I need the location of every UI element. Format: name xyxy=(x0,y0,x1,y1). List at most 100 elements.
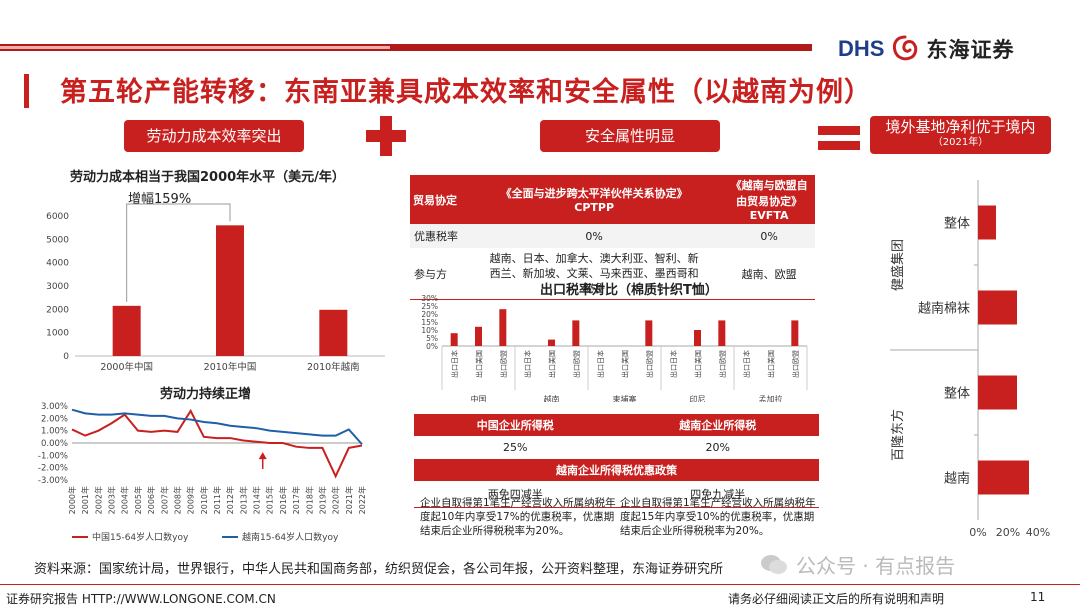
y-tick-label: 25% xyxy=(421,302,438,311)
x-tick-label: 出口日本 xyxy=(742,350,751,378)
x-tick-label: 出口欧盟 xyxy=(572,350,581,378)
y-tick-label: 0% xyxy=(426,342,438,351)
bar xyxy=(791,320,799,346)
cptpp-members: 越南、日本、加拿大、澳大利亚、智利、新西兰、新加坡、文莱、马来西亚、墨西哥和秘鲁 xyxy=(489,252,699,295)
evfta-members: 越南、欧盟 xyxy=(741,267,797,281)
x-tick-label: 2000年中国 xyxy=(100,361,153,373)
group-label: 百隆东方 xyxy=(890,409,906,461)
bar xyxy=(718,320,726,346)
source-note: 资料来源：国家统计局，世界银行，中华人民共和国商务部，纺织贸促会，各公司年报，公… xyxy=(34,562,724,577)
series-line xyxy=(71,408,363,445)
members-label: 参与方 xyxy=(414,267,447,281)
trade-evfta-header: 《越南与欧盟自由贸易协定》 EVFTA xyxy=(723,175,815,224)
category-label: 整体 xyxy=(944,217,970,232)
trade-table: 贸易协定 《全面与进步跨太平洋伙伴关系协定》 CPTPP 《越南与欧盟自由贸易协… xyxy=(410,175,815,300)
y-tick-label: 3.00% xyxy=(41,402,68,412)
cit-vietnam-header: 越南企业所得税 xyxy=(679,419,757,432)
y-tick-label: 2.00% xyxy=(41,414,68,424)
plus-icon xyxy=(366,116,406,156)
evfta-abbr: EVFTA xyxy=(749,209,789,222)
footer-right: 请务必仔细阅读正文后的所有说明和声明 xyxy=(728,592,945,606)
y-tick-label: 5% xyxy=(426,334,438,343)
cit-table: 中国企业所得税 越南企业所得税 25% 20% 越南企业所得税优惠政策 两免四减… xyxy=(414,414,819,508)
tariff-label: 优惠税率 xyxy=(414,230,458,243)
labor-cost-chart: 0 1000 2000 3000 4000 5000 6000 2000年中国 2010年中国 2… xyxy=(46,203,385,373)
x-tick-label: 出口美国 xyxy=(621,350,630,378)
x-tick-label: 2021年 xyxy=(344,486,354,514)
cit-china-header: 中国企业所得税 xyxy=(476,419,554,432)
legend-label: 越南15-64岁人口数yoy xyxy=(242,531,339,543)
x-tick-label: 2003年 xyxy=(107,486,117,514)
cit-policy-header-row: 越南企业所得税优惠政策 xyxy=(414,459,819,481)
bar xyxy=(475,326,482,346)
bar xyxy=(112,305,141,356)
bar xyxy=(572,320,580,346)
cptpp-abbr: CPTPP xyxy=(574,201,615,214)
arrow-head xyxy=(258,452,267,460)
pill-net-profit-year: （2021年） xyxy=(932,137,989,148)
group-label: 孟加拉 xyxy=(759,394,783,402)
logo-text: DHS xyxy=(838,36,885,61)
x-tick-label: 2007年 xyxy=(159,486,169,514)
y-tick-label: -3.00% xyxy=(38,476,68,486)
cit-policy-header: 越南企业所得税优惠政策 xyxy=(556,464,677,477)
page-title: 第五轮产能转移：东南亚兼具成本效率和安全属性（以越南为例） xyxy=(60,77,872,108)
cptpp-tariff: 0% xyxy=(585,229,603,243)
x-tick-label: 2009年 xyxy=(186,486,196,514)
increase-annotation: 增幅159% xyxy=(128,192,192,207)
watermark: 公众号 · 有点报告 xyxy=(760,550,955,579)
y-tick-label: 30% xyxy=(421,294,438,303)
series-line xyxy=(71,408,363,479)
x-tick-label: 2008年 xyxy=(172,486,182,514)
x-tick-label: 2005年 xyxy=(133,486,143,514)
cit-value-row: 25% 20% xyxy=(414,436,819,459)
trade-header-row: 贸易协定 《全面与进步跨太平洋伙伴关系协定》 CPTPP 《越南与欧盟自由贸易协… xyxy=(410,175,815,224)
bar xyxy=(450,333,458,346)
trade-tariff-row: 优惠税率 0% 0% xyxy=(410,224,815,248)
x-tick-label: 2010年越南 xyxy=(307,361,360,373)
group-label: 越南 xyxy=(544,394,560,402)
legend-label: 中国15-64岁人口数yoy xyxy=(92,531,189,543)
x-tick-label: 2010年中国 xyxy=(204,361,257,373)
x-tick-label: 2022年 xyxy=(357,486,367,514)
page-number: 11 xyxy=(1030,590,1046,604)
cptpp-name: 《全面与进步跨太平洋伙伴关系协定》 xyxy=(500,187,688,200)
wechat-icon xyxy=(761,554,787,574)
y-tick-label: 4000 xyxy=(46,259,69,269)
x-tick-label: 2013年 xyxy=(238,486,248,514)
y-tick-label: -2.00% xyxy=(38,464,68,474)
trade-members-row: 参与方 越南、日本、加拿大、澳大利亚、智利、新西兰、新加坡、文莱、马来西亚、墨西… xyxy=(410,248,815,300)
footer-left[interactable]: 证券研究报告 HTTP://WWW.LONGONE.COM.CN xyxy=(6,592,276,606)
x-tick-label: 出口美国 xyxy=(548,350,557,378)
bar xyxy=(499,309,507,346)
export-tax-title: 出口税率对比（棉质针织T恤） xyxy=(540,283,718,298)
category-label: 整体 xyxy=(944,387,970,402)
x-tick-label: 2001年 xyxy=(80,486,90,514)
trade-col-header: 贸易协定 xyxy=(413,193,457,207)
x-tick-label: 2010年 xyxy=(199,486,209,514)
bar xyxy=(978,460,1029,495)
y-tick-label: 15% xyxy=(421,318,438,327)
bar xyxy=(216,225,244,356)
brand-logo: DHS 东海证券 xyxy=(838,34,1014,64)
evfta-name: 《越南与欧盟自由贸易协定》 xyxy=(730,179,808,208)
equals-icon xyxy=(818,126,860,150)
company-name: 东海证券 xyxy=(926,38,1015,62)
header-bar xyxy=(0,44,812,51)
x-tick-label: 2020年 xyxy=(331,486,341,514)
y-tick-label: 5000 xyxy=(46,235,69,245)
y-tick-label: 2000 xyxy=(46,305,69,315)
cit-policy-2: 四免九减半 xyxy=(690,488,746,501)
y-tick-label: 10% xyxy=(421,326,438,335)
cit-header-row: 中国企业所得税 越南企业所得税 xyxy=(414,414,819,436)
x-tick-label: 2017年 xyxy=(291,486,301,514)
bar xyxy=(978,290,1017,325)
annotation-bracket xyxy=(126,203,231,302)
x-tick-label: 出口日本 xyxy=(596,350,605,378)
y-tick-label: 0.00% xyxy=(41,439,68,449)
labor-growth-title: 劳动力持续正增 xyxy=(160,387,252,402)
x-tick-label: 2019年 xyxy=(317,486,327,514)
x-tick-label: 出口美国 xyxy=(475,350,484,378)
